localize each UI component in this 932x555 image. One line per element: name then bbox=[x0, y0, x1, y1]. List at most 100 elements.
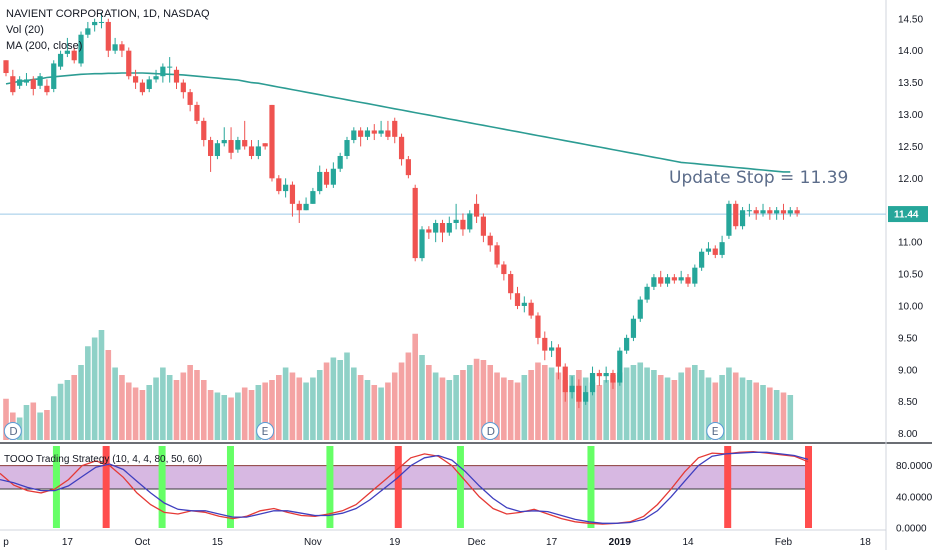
candle-body bbox=[569, 385, 575, 393]
volume-bar bbox=[432, 372, 439, 440]
volume-bar bbox=[37, 412, 43, 440]
candle-body bbox=[473, 203, 480, 217]
signal-bar bbox=[587, 446, 595, 528]
candle-body bbox=[774, 210, 780, 214]
candle-body bbox=[624, 337, 630, 351]
candle-body bbox=[146, 79, 152, 89]
event-marker-label: D bbox=[487, 425, 495, 438]
volume-bar bbox=[357, 375, 364, 440]
symbol-title: NAVIENT CORPORATION, 1D, NASDAQ bbox=[6, 8, 210, 20]
candle-body bbox=[787, 210, 793, 214]
volume-bar bbox=[630, 365, 637, 440]
candle-body bbox=[644, 286, 650, 300]
volume-bar bbox=[119, 375, 125, 440]
volume-bar bbox=[460, 370, 466, 440]
candle-body bbox=[187, 92, 193, 105]
volume-bar bbox=[685, 367, 691, 440]
candle-body bbox=[542, 337, 548, 351]
volume-bar bbox=[378, 387, 384, 440]
candle-body bbox=[508, 274, 514, 294]
volume-legend[interactable]: Vol (20) bbox=[6, 24, 44, 36]
candle-body bbox=[296, 203, 302, 211]
candle-body bbox=[85, 28, 91, 35]
volume-bar bbox=[132, 387, 139, 440]
candle-body bbox=[228, 140, 234, 153]
time-tick-label: Feb bbox=[775, 537, 793, 548]
volume-bar bbox=[521, 375, 528, 440]
candle-body bbox=[501, 264, 507, 275]
candle-body bbox=[733, 203, 739, 227]
candle-body bbox=[317, 171, 323, 192]
price-tick-label: 8.50 bbox=[898, 397, 918, 408]
candle-body bbox=[57, 53, 64, 67]
candle-body bbox=[480, 216, 486, 236]
oscillator-series-line bbox=[0, 450, 809, 525]
price-tick-label: 14.00 bbox=[898, 46, 923, 57]
candle-body bbox=[37, 76, 43, 86]
candle-body bbox=[726, 203, 732, 236]
volume-bar bbox=[173, 380, 180, 440]
candle-body bbox=[17, 79, 23, 86]
volume-bar bbox=[344, 352, 350, 440]
candle-body bbox=[419, 229, 425, 259]
candle-body bbox=[603, 372, 609, 377]
candle-body bbox=[378, 130, 384, 134]
volume-bar bbox=[569, 375, 575, 440]
candle-body bbox=[221, 140, 227, 144]
volume-bar bbox=[296, 377, 303, 440]
volume-bar bbox=[364, 380, 371, 440]
strategy-label: TOOO Trading Strategy (10, 4, 4, 80, 50,… bbox=[4, 454, 202, 465]
candle-body bbox=[119, 44, 125, 51]
candle-body bbox=[132, 76, 139, 83]
candle-body bbox=[433, 223, 439, 233]
volume-bar bbox=[160, 367, 166, 440]
candle-body bbox=[651, 277, 657, 287]
candle-body bbox=[467, 213, 473, 230]
volume-bar bbox=[3, 398, 9, 440]
volume-bar bbox=[235, 392, 241, 440]
oscillator-series-line bbox=[0, 451, 809, 524]
candle-body bbox=[699, 251, 705, 268]
candle-body bbox=[460, 219, 466, 230]
volume-bar bbox=[637, 362, 644, 440]
candle-body bbox=[92, 21, 98, 26]
ma-legend[interactable]: MA (200, close) bbox=[6, 40, 83, 52]
candle-body bbox=[576, 385, 582, 402]
volume-bar bbox=[473, 358, 480, 440]
candle-body bbox=[658, 277, 664, 284]
volume-bar bbox=[398, 362, 405, 440]
volume-bar bbox=[405, 352, 412, 440]
time-tick-label: 19 bbox=[389, 537, 401, 548]
candle-body bbox=[242, 140, 248, 147]
candle-body bbox=[289, 184, 296, 204]
volume-bar bbox=[644, 367, 650, 440]
candle-body bbox=[269, 104, 275, 179]
volume-bar bbox=[316, 370, 323, 440]
candle-body bbox=[712, 248, 718, 255]
volume-bar bbox=[528, 370, 534, 440]
volume-bar bbox=[739, 377, 746, 440]
candle-body bbox=[208, 140, 214, 156]
volume-bar bbox=[64, 380, 71, 440]
volume-bar bbox=[187, 365, 193, 440]
candle-body bbox=[453, 219, 459, 223]
candle-body bbox=[44, 85, 50, 93]
volume-bar bbox=[767, 387, 773, 440]
volume-bar bbox=[282, 367, 289, 440]
signal-bar bbox=[394, 446, 402, 528]
candle-body bbox=[105, 21, 111, 51]
volume-bar bbox=[78, 365, 84, 440]
candle-body bbox=[562, 366, 568, 393]
candle-body bbox=[514, 293, 521, 306]
ma200-line bbox=[5, 72, 791, 173]
candle-body bbox=[10, 76, 16, 93]
volume-bar bbox=[200, 380, 207, 440]
volume-bar bbox=[692, 365, 698, 440]
volume-bar bbox=[623, 367, 630, 440]
volume-bar bbox=[678, 372, 684, 440]
volume-bar bbox=[773, 390, 780, 440]
candle-body bbox=[719, 242, 725, 255]
